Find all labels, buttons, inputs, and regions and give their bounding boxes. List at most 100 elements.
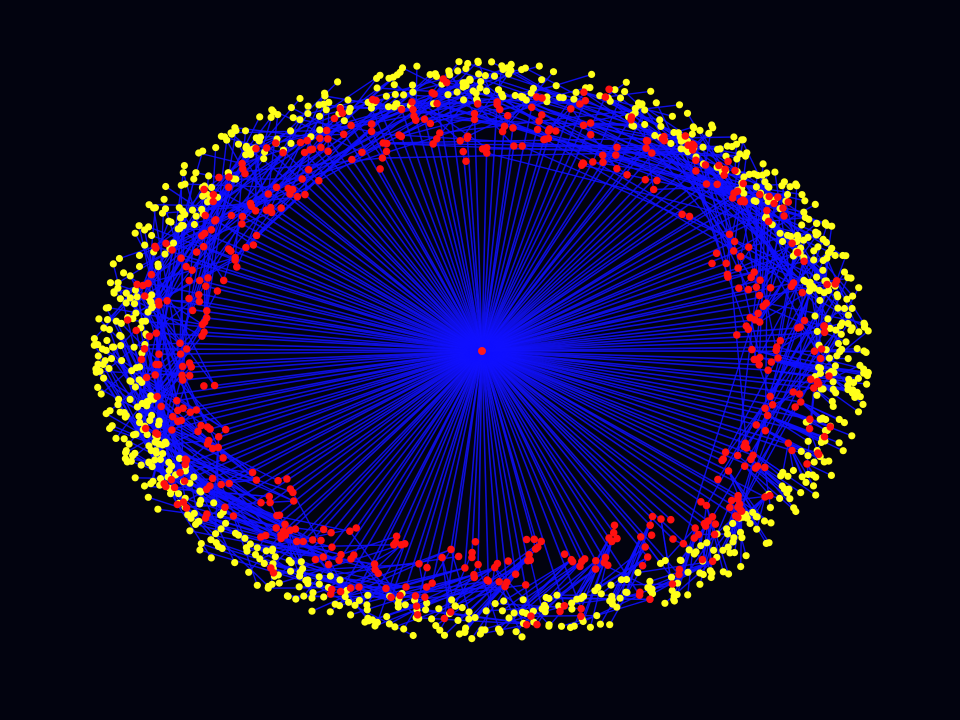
inner-node bbox=[227, 247, 235, 255]
outer-node bbox=[518, 66, 526, 74]
inner-node bbox=[605, 85, 613, 94]
inner-node bbox=[567, 105, 575, 113]
inner-node bbox=[167, 475, 176, 484]
outer-node bbox=[199, 147, 207, 155]
inner-node bbox=[185, 276, 193, 285]
inner-node bbox=[784, 198, 793, 206]
inner-node bbox=[180, 477, 189, 485]
inner-node bbox=[327, 528, 335, 537]
outer-node bbox=[482, 607, 490, 615]
inner-node bbox=[157, 402, 165, 411]
inner-node bbox=[527, 612, 535, 620]
graph-edge bbox=[764, 467, 772, 508]
inner-node bbox=[221, 503, 229, 512]
graph-edge bbox=[481, 350, 819, 385]
inner-node bbox=[199, 242, 208, 251]
outer-node bbox=[130, 343, 138, 351]
outer-node bbox=[267, 113, 275, 121]
outer-node bbox=[149, 302, 157, 311]
graph-edge bbox=[481, 350, 757, 426]
outer-node bbox=[296, 116, 304, 124]
inner-node bbox=[326, 590, 335, 598]
outer-node bbox=[741, 152, 750, 160]
outer-node bbox=[234, 531, 242, 539]
outer-node bbox=[804, 452, 812, 460]
inner-node bbox=[779, 204, 787, 212]
outer-node bbox=[120, 269, 128, 277]
outer-node bbox=[696, 580, 704, 588]
outer-node bbox=[98, 345, 106, 353]
graph-edge bbox=[481, 350, 739, 500]
outer-node bbox=[651, 131, 659, 140]
inner-node bbox=[275, 511, 284, 520]
graph-edge bbox=[375, 100, 483, 352]
outer-node bbox=[552, 82, 560, 90]
graph-edge bbox=[756, 496, 766, 530]
outer-node bbox=[657, 122, 665, 130]
graph-edge bbox=[199, 300, 483, 352]
outer-node bbox=[804, 437, 812, 445]
graph-edge bbox=[727, 254, 836, 278]
inner-node bbox=[581, 96, 590, 105]
outer-node bbox=[646, 577, 654, 586]
outer-node bbox=[115, 395, 123, 403]
inner-node bbox=[793, 248, 802, 257]
outer-node bbox=[196, 546, 204, 554]
inner-node bbox=[724, 157, 732, 166]
graph-edge bbox=[382, 142, 483, 352]
inner-node bbox=[328, 543, 336, 551]
outer-node bbox=[260, 559, 268, 568]
inner-node bbox=[347, 121, 355, 130]
inner-node bbox=[744, 325, 753, 334]
inner-node bbox=[262, 144, 271, 152]
outer-node bbox=[100, 324, 108, 332]
graph-edge bbox=[481, 350, 609, 566]
outer-node bbox=[813, 273, 821, 281]
inner-node bbox=[755, 190, 764, 199]
outer-node bbox=[232, 126, 240, 135]
inner-node bbox=[316, 134, 324, 143]
inner-node bbox=[579, 121, 588, 130]
graph-edge bbox=[768, 369, 849, 380]
inner-node bbox=[736, 252, 745, 261]
inner-node bbox=[284, 184, 293, 193]
inner-node bbox=[646, 521, 654, 530]
outer-node bbox=[519, 596, 527, 604]
outer-node bbox=[155, 440, 163, 448]
graph-edge bbox=[544, 138, 865, 328]
outer-node bbox=[477, 78, 485, 86]
inner-node bbox=[179, 498, 188, 507]
graph-edge bbox=[481, 200, 745, 352]
outer-node bbox=[184, 511, 192, 519]
inner-node bbox=[552, 127, 560, 135]
outer-node bbox=[505, 70, 513, 78]
outer-node bbox=[351, 601, 359, 609]
outer-node bbox=[315, 112, 324, 120]
graph-edge bbox=[370, 107, 388, 144]
outer-node bbox=[559, 94, 567, 102]
graph-edge bbox=[215, 91, 458, 221]
inner-node bbox=[770, 199, 778, 208]
graph-edge bbox=[319, 555, 459, 578]
inner-node bbox=[725, 230, 734, 239]
outer-node bbox=[253, 544, 261, 552]
graph-edge bbox=[431, 350, 483, 584]
inner-node bbox=[170, 483, 179, 492]
outer-node bbox=[115, 254, 123, 263]
graph-edge bbox=[481, 350, 773, 406]
graph-edge bbox=[687, 533, 716, 573]
graph-edge bbox=[481, 108, 572, 352]
graph-edge bbox=[481, 350, 742, 511]
outer-node bbox=[114, 401, 122, 409]
outer-node bbox=[798, 221, 806, 229]
graph-edge bbox=[653, 183, 796, 191]
inner-node bbox=[319, 553, 328, 561]
inner-node bbox=[510, 142, 518, 150]
graph-edge bbox=[481, 147, 647, 352]
graph-edge bbox=[481, 350, 583, 562]
outer-node bbox=[222, 519, 230, 527]
inner-node bbox=[483, 576, 492, 584]
outer-node bbox=[334, 78, 342, 86]
graph-edge bbox=[184, 350, 483, 482]
graph-edge bbox=[322, 350, 483, 558]
